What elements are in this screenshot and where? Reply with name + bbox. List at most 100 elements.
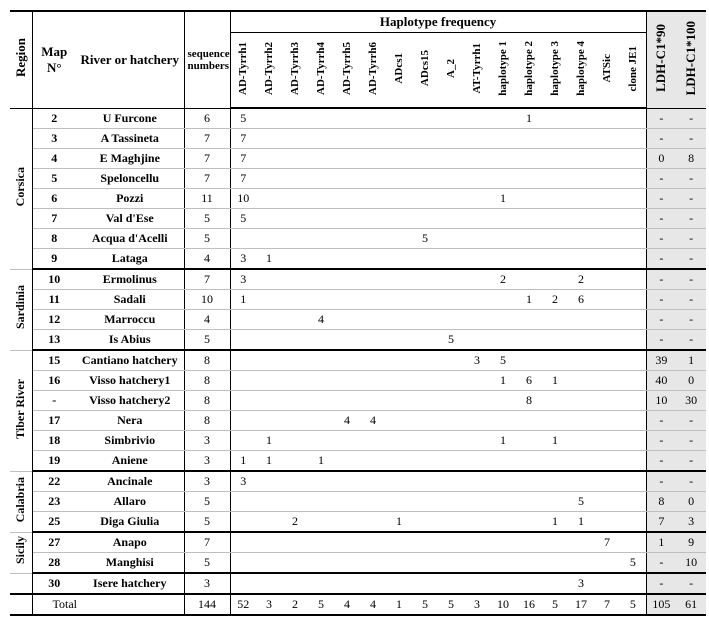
hap-value: 5 <box>568 492 594 512</box>
hap-value <box>542 451 568 472</box>
map-number: 23 <box>32 492 76 512</box>
hap-value <box>438 129 464 149</box>
ldh100-value: - <box>676 573 706 594</box>
ldh90-value: - <box>646 431 676 451</box>
total-hap: 10 <box>490 594 516 615</box>
hap-value <box>412 209 438 229</box>
hap-value <box>464 169 490 189</box>
hap-value <box>464 269 490 290</box>
hap-value <box>360 512 386 533</box>
hap-value <box>438 169 464 189</box>
hap-value <box>386 269 412 290</box>
hap-value: 5 <box>620 553 646 574</box>
hap-value: 1 <box>516 108 542 129</box>
hap-value: 1 <box>490 189 516 209</box>
hap-value <box>594 492 620 512</box>
col-map: Map N° <box>32 11 76 108</box>
hap-value <box>516 553 542 574</box>
map-number: 3 <box>32 129 76 149</box>
hap-value <box>256 290 282 310</box>
hap-value <box>360 209 386 229</box>
hap-value: 1 <box>256 431 282 451</box>
hap-value <box>620 310 646 330</box>
hap-value <box>490 108 516 129</box>
ldh100-value: - <box>676 290 706 310</box>
hap-value <box>438 350 464 371</box>
hap-value <box>620 532 646 553</box>
hap-value <box>412 310 438 330</box>
hap-value <box>438 209 464 229</box>
hap-value <box>412 492 438 512</box>
river-name: Manghisi <box>76 553 184 574</box>
total-hap: 17 <box>568 594 594 615</box>
hap-value: 1 <box>256 451 282 472</box>
hap-value <box>490 471 516 492</box>
col-hap: haplotype 1 <box>497 41 509 96</box>
haplotype-frequency-table: RegionMap N°River or hatcherysequencenum… <box>10 10 706 616</box>
hap-value <box>620 189 646 209</box>
hap-value <box>594 310 620 330</box>
ldh90-value: - <box>646 108 676 129</box>
hap-value <box>490 492 516 512</box>
ldh100-value: - <box>676 471 706 492</box>
hap-value <box>386 209 412 229</box>
hap-value <box>412 350 438 371</box>
hap-value <box>386 451 412 472</box>
hap-value <box>568 249 594 270</box>
hap-value <box>412 169 438 189</box>
total-hap: 4 <box>360 594 386 615</box>
hap-value <box>230 431 256 451</box>
seq-number: 5 <box>184 553 230 574</box>
hap-value <box>256 330 282 351</box>
hap-value <box>386 189 412 209</box>
hap-value <box>308 573 334 594</box>
hap-value <box>516 573 542 594</box>
river-name: Pozzi <box>76 189 184 209</box>
hap-value: 1 <box>542 431 568 451</box>
hap-value <box>256 371 282 391</box>
ldh100-value: - <box>676 189 706 209</box>
col-ldh100: LDH-C1*100 <box>683 21 699 95</box>
hap-value <box>542 149 568 169</box>
col-hap: haplotype 3 <box>549 41 561 96</box>
hap-value <box>542 411 568 431</box>
hap-value <box>334 129 360 149</box>
ldh90-value: - <box>646 411 676 431</box>
seq-number: 3 <box>184 431 230 451</box>
total-hap: 5 <box>412 594 438 615</box>
hap-value <box>464 108 490 129</box>
ldh90-value: 8 <box>646 492 676 512</box>
ldh100-value: - <box>676 209 706 229</box>
hap-value <box>542 189 568 209</box>
hap-value <box>308 350 334 371</box>
hap-value <box>308 290 334 310</box>
hap-value: 1 <box>256 249 282 270</box>
river-name: Isere hatchery <box>76 573 184 594</box>
hap-value <box>282 451 308 472</box>
hap-value <box>464 471 490 492</box>
hap-value <box>594 391 620 411</box>
hap-value <box>594 249 620 270</box>
hap-value <box>256 310 282 330</box>
map-number: 12 <box>32 310 76 330</box>
hap-value: 7 <box>230 129 256 149</box>
hap-value <box>256 108 282 129</box>
hap-value <box>620 573 646 594</box>
hap-value <box>620 209 646 229</box>
hap-value: 2 <box>282 512 308 533</box>
hap-value <box>568 350 594 371</box>
map-number: 5 <box>32 169 76 189</box>
hap-value <box>594 229 620 249</box>
hap-value <box>568 169 594 189</box>
hap-value <box>568 411 594 431</box>
hap-value <box>464 512 490 533</box>
hap-value <box>516 269 542 290</box>
hap-value: 1 <box>386 512 412 533</box>
hap-value <box>438 189 464 209</box>
ldh100-value: 30 <box>676 391 706 411</box>
col-hapfreq: Haplotype frequency <box>230 11 646 33</box>
hap-value <box>282 350 308 371</box>
hap-value <box>360 532 386 553</box>
hap-value <box>386 371 412 391</box>
hap-value <box>568 431 594 451</box>
